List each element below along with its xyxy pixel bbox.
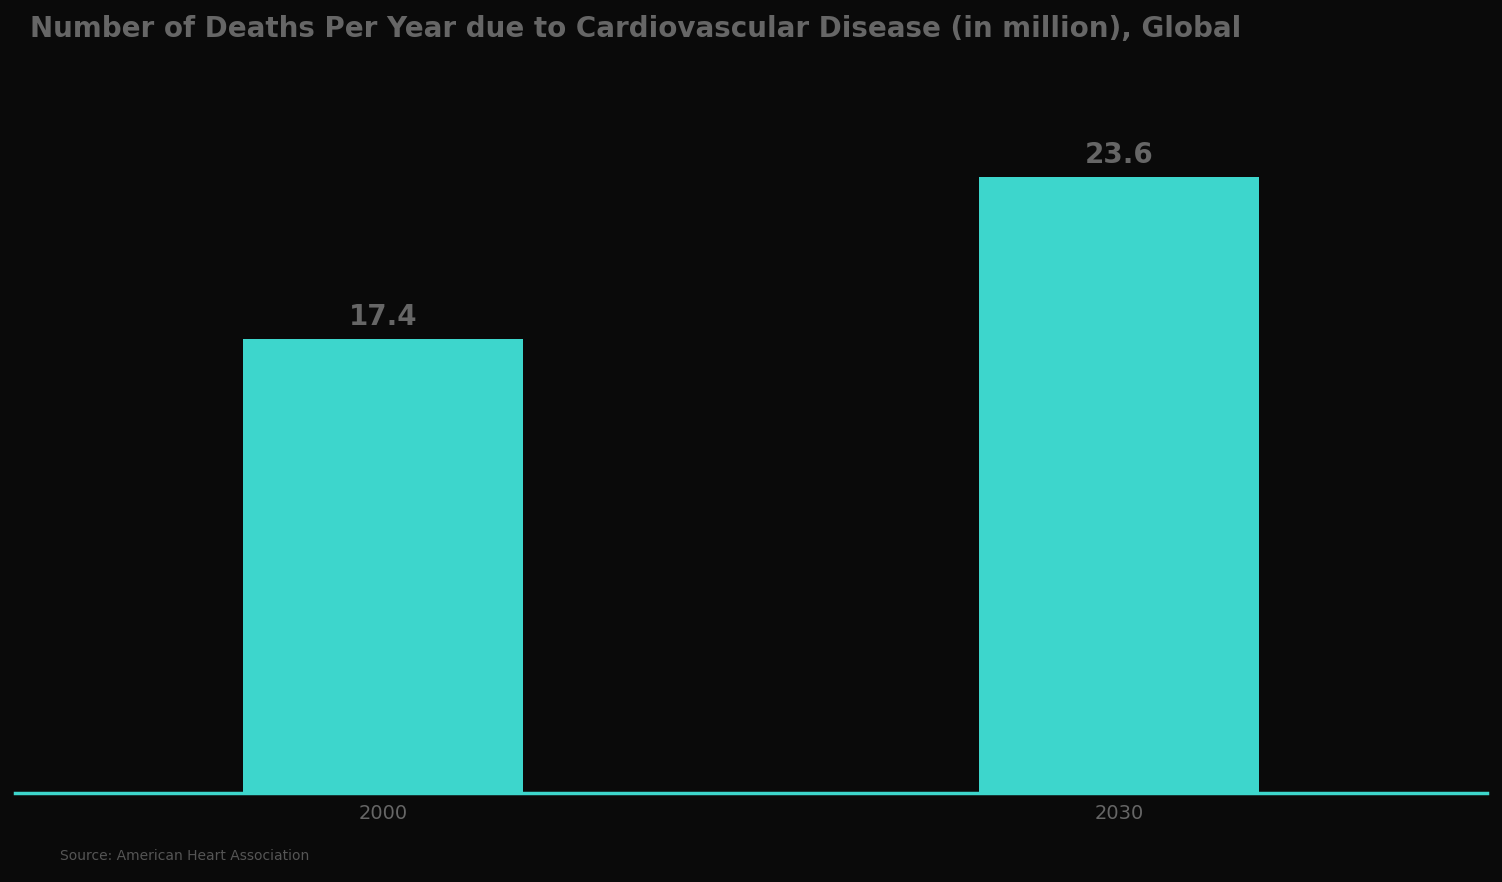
Text: Source: American Heart Association: Source: American Heart Association bbox=[60, 849, 309, 863]
Text: 23.6: 23.6 bbox=[1084, 141, 1154, 169]
Bar bbox=[243, 339, 523, 793]
Text: 17.4: 17.4 bbox=[348, 303, 418, 331]
Bar bbox=[979, 176, 1259, 793]
Text: Number of Deaths Per Year due to Cardiovascular Disease (in million), Global: Number of Deaths Per Year due to Cardiov… bbox=[30, 15, 1241, 43]
